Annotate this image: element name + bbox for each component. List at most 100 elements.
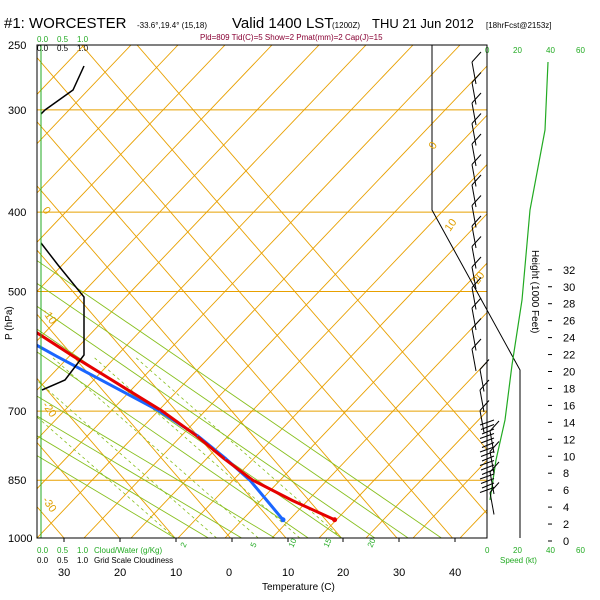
wind-barb-feather [479,359,490,370]
isotherm-line [37,249,287,538]
height-tick-label: 12 [563,434,575,446]
height-tick-label: 8 [563,468,569,480]
wind-barb-feather [489,482,500,493]
wind-barb-staff [471,307,477,331]
speed-tick-bottom-0: 0 [485,546,490,555]
cloud-tick-bottom-2: 1.0 [77,556,89,565]
cloud-tick-top-green-1: 0.5 [57,35,69,44]
dry-adiabat-line [271,311,487,538]
wind-barb-low [480,464,495,471]
station-coords: -33.6°,19.4° (15,18) [137,21,207,30]
dry-adiabat-line [365,410,487,538]
wind-barb-staff [471,348,477,372]
isotherm-label: -30 [40,495,59,515]
isotherm-line [37,56,453,538]
cloud-tick-bottom-1: 0.5 [57,556,69,565]
wind-barb-staff [471,123,477,146]
speed-tick-bottom-3: 60 [576,546,585,555]
forecast-hours: [18hrFcst@2153z] [486,21,551,30]
utc-time: (1200Z) [332,21,360,30]
moist-adiabat-line [37,305,376,538]
speed-tick-top-2: 40 [546,46,555,55]
cloud-tick-top-0: 0.0 [37,44,49,53]
cloud-tick-top-green-2: 1.0 [77,35,89,44]
mixing-ratio-line [37,416,176,538]
height-tick-label: 10 [563,451,575,463]
wind-barb-feather [471,113,482,124]
isotherm-line [37,121,398,538]
wind-barb [479,359,490,392]
pressure-tick-label: 250 [8,40,26,52]
wind-barb-staff [471,225,477,249]
temperature-tick-label: 10 [170,567,182,579]
wind-barb [471,72,482,105]
wind-barb-low [479,487,495,493]
wind-barb-feather [471,195,482,206]
wind-barb-feather [471,277,482,288]
temperature-point [223,457,225,460]
height-axis-title: Height (1000 Feet) [529,250,540,333]
mixing-ratio-label: 2 [179,541,189,549]
pressure-tick-label: 700 [8,406,26,418]
wind-barb-low [479,433,495,439]
wind-barb-feather [471,51,482,63]
wind-barb-low [480,451,495,457]
speed-tick-top-1: 20 [513,46,522,55]
dry-adiabat-label: 0 [427,140,440,152]
wind-barb [471,338,482,372]
wind-barb-low [479,460,495,466]
moist-adiabat-line [37,351,309,538]
height-tick-label: 32 [563,265,575,277]
dry-adiabat-label: 10 [443,217,460,234]
dry-adiabat-line [37,45,132,145]
wind-barb [471,277,482,310]
wind-barb-feather [489,441,500,452]
moist-adiabat-line [37,282,409,538]
wind-barb-feather [479,400,490,411]
height-tick-label: 14 [563,417,575,429]
wind-barb-low [479,446,495,453]
wind-barb-staff [471,246,477,269]
dry-adiabat-line [507,45,600,538]
wind-barb [471,236,482,269]
wind-barb [471,154,482,187]
wind-barb [479,379,490,413]
wind-barb [471,51,482,85]
dewpoint-point [55,355,58,358]
isotherm-line [37,441,120,538]
wind-barb-low [480,437,495,444]
height-tick-label: 6 [563,485,569,497]
dewpoint-point [196,434,199,437]
wind-barb-staff [471,164,477,187]
mixing-ratio-line [134,356,342,538]
isotherm-line [81,45,487,515]
dewpoint-point [158,410,161,412]
moist-adiabat-line [37,435,209,538]
dry-adiabat-line [37,45,273,293]
dewpoint-line [37,343,285,521]
moist-adiabat-line [37,455,176,538]
wind-barb-staff [471,61,477,85]
wind-barb [471,215,482,249]
moist-adiabat-line [37,415,242,538]
pressure-tick-label: 850 [8,475,26,487]
y-axis-title: P (hPa) [4,306,15,340]
pressure-tick-label: 400 [8,207,26,219]
wind-barb-feather [471,215,482,227]
wind-barb-feather [489,420,500,432]
wind-barb [471,92,482,126]
wind-barb-low [479,473,495,480]
x-axis-title: Temperature (C) [262,582,335,593]
forecast-date: THU 21 Jun 2012 [372,16,474,31]
dry-adiabat-line [37,45,320,342]
mixing-ratio-line [37,379,217,538]
mixing-ratio-label: 15 [322,536,334,548]
wind-barb [471,318,482,351]
cloud-water-label: Cloud/Water (g/Kg) [94,546,163,555]
wind-barb-feather [471,92,482,104]
mixing-ratio-label: 5 [249,541,259,549]
dry-adiabat-line [224,262,487,538]
height-tick-label: 18 [563,383,575,395]
